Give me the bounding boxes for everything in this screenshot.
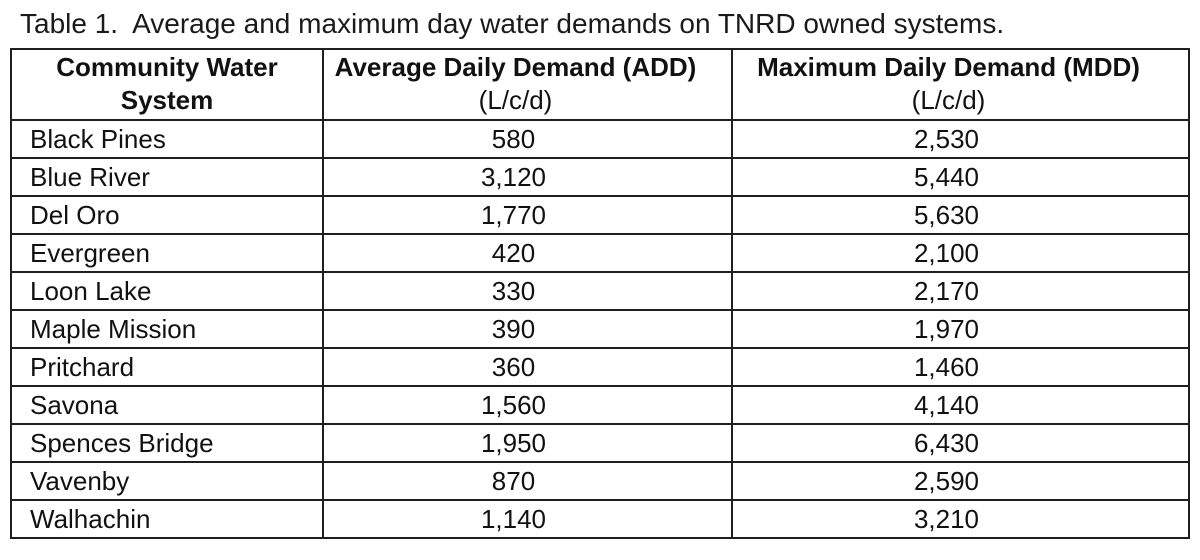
cell-add: 1,770 <box>322 195 733 235</box>
column-header-maximum-daily-demand: Maximum Daily Demand (MDD) (L/c/d) <box>731 48 1190 121</box>
column-header-average-daily-demand: Average Daily Demand (ADD) (L/c/d) <box>322 48 733 121</box>
cell-mdd: 2,590 <box>731 461 1190 501</box>
cell-system: Spences Bridge <box>10 423 324 463</box>
cell-mdd: 4,140 <box>731 385 1190 425</box>
table-row: Black Pines 580 2,530 <box>10 119 1190 159</box>
cell-add: 420 <box>322 233 733 273</box>
cell-mdd: 5,440 <box>731 157 1190 197</box>
cell-system: Loon Lake <box>10 271 324 311</box>
cell-mdd: 5,630 <box>731 195 1190 235</box>
cell-system: Walhachin <box>10 499 324 539</box>
cell-add: 1,950 <box>322 423 733 463</box>
header-line2: System <box>120 85 214 115</box>
table-row: Spences Bridge 1,950 6,430 <box>10 423 1190 463</box>
table-row: Evergreen 420 2,100 <box>10 233 1190 273</box>
header-line1: Maximum Daily Demand (MDD) <box>757 52 1140 82</box>
table-row: Walhachin 1,140 3,210 <box>10 499 1190 539</box>
table-row: Vavenby 870 2,590 <box>10 461 1190 501</box>
header-unit: (L/c/d) <box>911 85 986 115</box>
cell-mdd: 1,970 <box>731 309 1190 349</box>
table-row: Del Oro 1,770 5,630 <box>10 195 1190 235</box>
cell-system: Del Oro <box>10 195 324 235</box>
cell-system: Savona <box>10 385 324 425</box>
cell-mdd: 2,100 <box>731 233 1190 273</box>
cell-add: 870 <box>322 461 733 501</box>
table-row: Maple Mission 390 1,970 <box>10 309 1190 349</box>
table-header: Community Water System Average Daily Dem… <box>10 48 1190 121</box>
column-header-community-water-system: Community Water System <box>10 48 324 121</box>
header-unit: (L/c/d) <box>478 85 553 115</box>
cell-mdd: 6,430 <box>731 423 1190 463</box>
cell-add: 330 <box>322 271 733 311</box>
cell-system: Maple Mission <box>10 309 324 349</box>
cell-system: Vavenby <box>10 461 324 501</box>
cell-add: 3,120 <box>322 157 733 197</box>
table-row: Savona 1,560 4,140 <box>10 385 1190 425</box>
cell-add: 1,140 <box>322 499 733 539</box>
cell-mdd: 2,530 <box>731 119 1190 159</box>
cell-add: 390 <box>322 309 733 349</box>
header-line1: Community Water <box>56 52 278 82</box>
cell-mdd: 1,460 <box>731 347 1190 387</box>
header-row: Community Water System Average Daily Dem… <box>10 48 1190 121</box>
cell-system: Blue River <box>10 157 324 197</box>
cell-mdd: 3,210 <box>731 499 1190 539</box>
table-caption: Table 1. Average and maximum day water d… <box>20 8 1005 39</box>
cell-system: Pritchard <box>10 347 324 387</box>
header-line1: Average Daily Demand (ADD) <box>334 52 697 82</box>
cell-system: Black Pines <box>10 119 324 159</box>
table-row: Pritchard 360 1,460 <box>10 347 1190 387</box>
cell-add: 360 <box>322 347 733 387</box>
cell-add: 580 <box>322 119 733 159</box>
table-body: Black Pines 580 2,530 Blue River 3,120 5… <box>10 119 1190 539</box>
table-row: Blue River 3,120 5,440 <box>10 157 1190 197</box>
water-demand-table: Community Water System Average Daily Dem… <box>10 48 1190 539</box>
cell-add: 1,560 <box>322 385 733 425</box>
cell-system: Evergreen <box>10 233 324 273</box>
table-row: Loon Lake 330 2,170 <box>10 271 1190 311</box>
cell-mdd: 2,170 <box>731 271 1190 311</box>
